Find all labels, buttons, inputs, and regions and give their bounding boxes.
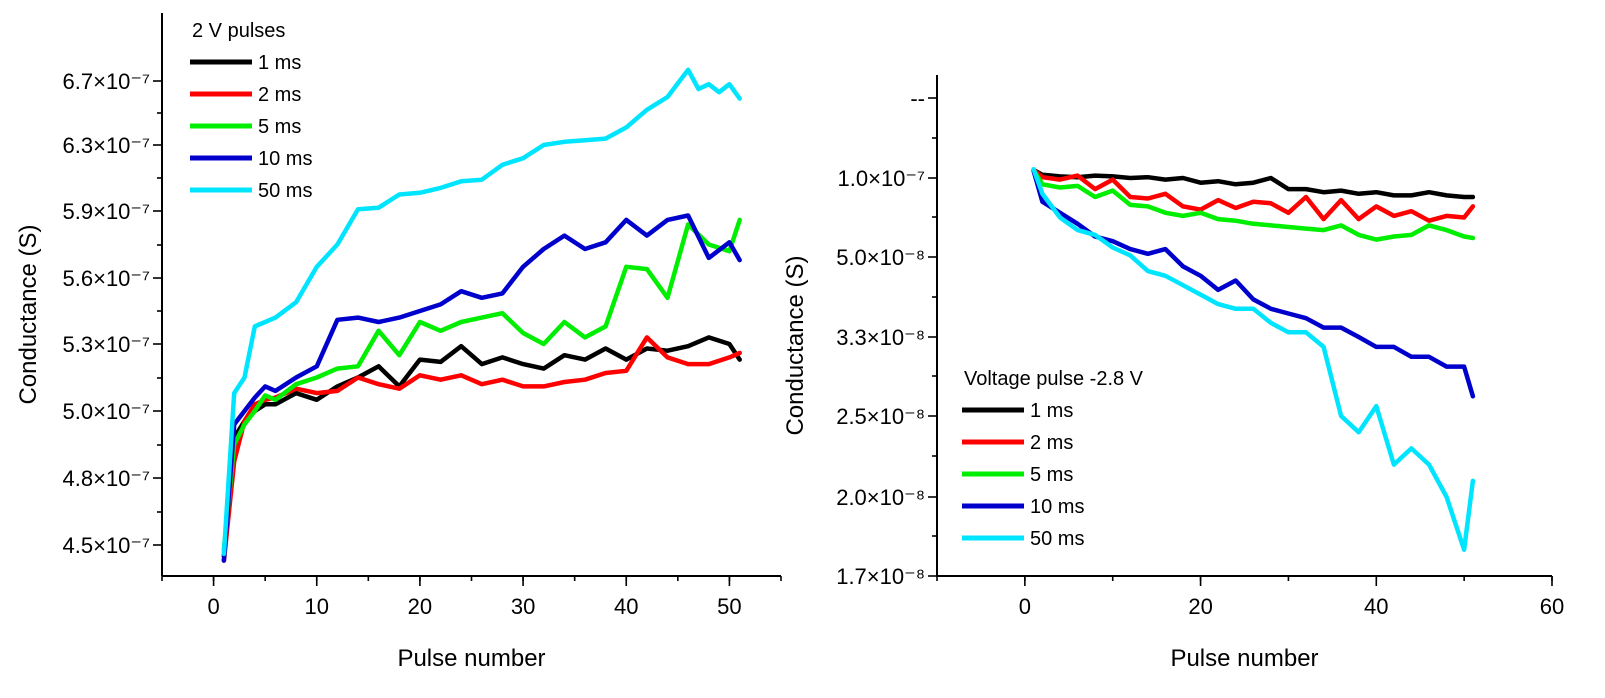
series-line-50ms xyxy=(221,67,742,557)
x-axis-label: Pulse number xyxy=(1170,645,1318,672)
y-tick-label: 4.8×10⁻⁷ xyxy=(63,466,151,491)
y-tick-label: 2.0×10⁻⁸ xyxy=(836,485,925,510)
series-line-2ms xyxy=(1031,167,1476,223)
y-axis-label: Conductance (S) xyxy=(782,255,809,435)
x-tick-label: 10 xyxy=(305,594,329,619)
chart-right: 0 20 40 60 1.7×10⁻⁸ 2.0×10⁻⁸ 2.5×10⁻⁸ 3.3×10⁻⁸ 5… xyxy=(782,75,1564,672)
y-tick-label: 6.7×10⁻⁷ xyxy=(63,69,151,94)
x-axis-label: Pulse number xyxy=(397,645,545,672)
series-line-5ms xyxy=(1031,167,1476,242)
y-tick-label: 4.5×10⁻⁷ xyxy=(63,533,151,558)
legend-title: 2 V pulses xyxy=(192,20,285,42)
series-line-1ms xyxy=(1031,167,1476,200)
y-tick-label: 5.0×10⁻⁸ xyxy=(836,245,925,270)
y-tick-label: 5.9×10⁻⁷ xyxy=(63,199,151,224)
legend-label: 2 ms xyxy=(258,84,301,106)
legend-label: 1 ms xyxy=(1030,400,1073,422)
legend-label: 10 ms xyxy=(1030,496,1084,518)
series-line-10ms xyxy=(1031,168,1476,399)
x-tick-label: 0 xyxy=(207,594,219,619)
y-tick-label: 1.0×10⁻⁷ xyxy=(838,166,926,191)
chart-left: 0 10 20 30 40 50 4.5×10⁻⁷ 4.8×10⁻⁷ 5.0×10⁻⁷ 5.3×1… xyxy=(15,13,782,672)
legend-label: 5 ms xyxy=(1030,464,1073,486)
legend-label: 50 ms xyxy=(258,180,312,202)
legend-label: 10 ms xyxy=(258,148,312,170)
y-axis-label: Conductance (S) xyxy=(15,224,42,404)
legend-label: 5 ms xyxy=(258,116,301,138)
series-line-2ms xyxy=(221,335,742,563)
y-tick-label: 1.7×10⁻⁸ xyxy=(836,564,925,589)
y-tick-label: 5.3×10⁻⁷ xyxy=(63,332,151,357)
y-tick-label: 5.6×10⁻⁷ xyxy=(63,266,151,291)
x-tick-label: 0 xyxy=(1019,594,1031,619)
x-tick-label: 60 xyxy=(1540,594,1564,619)
legend-label: 50 ms xyxy=(1030,528,1084,550)
x-tick-label: 30 xyxy=(511,594,535,619)
legend-label: 2 ms xyxy=(1030,432,1073,454)
legend: 2 V pulses 1 ms 2 ms 5 ms 10 ms 50 ms xyxy=(190,20,312,202)
x-tick-label: 40 xyxy=(614,594,638,619)
y-tick-label: -- xyxy=(910,86,925,111)
legend: Voltage pulse -2.8 V 1 ms 2 ms 5 ms 10 ms 50 … xyxy=(962,368,1144,550)
series-line-10ms xyxy=(221,213,742,563)
x-tick-label: 20 xyxy=(1188,594,1212,619)
legend-title: Voltage pulse -2.8 V xyxy=(964,368,1144,390)
x-tick-label: 50 xyxy=(717,594,741,619)
x-tick-label: 40 xyxy=(1364,594,1388,619)
y-tick-label: 3.3×10⁻⁸ xyxy=(836,325,925,350)
y-tick-label: 2.5×10⁻⁸ xyxy=(836,404,925,429)
legend-label: 1 ms xyxy=(258,52,301,74)
series-line-50ms xyxy=(1031,166,1476,552)
series-line-1ms xyxy=(221,335,742,559)
y-tick-label: 5.0×10⁻⁷ xyxy=(63,399,151,424)
y-tick-label: 6.3×10⁻⁷ xyxy=(63,133,151,158)
series-line-5ms xyxy=(221,217,742,552)
x-tick-label: 20 xyxy=(408,594,432,619)
